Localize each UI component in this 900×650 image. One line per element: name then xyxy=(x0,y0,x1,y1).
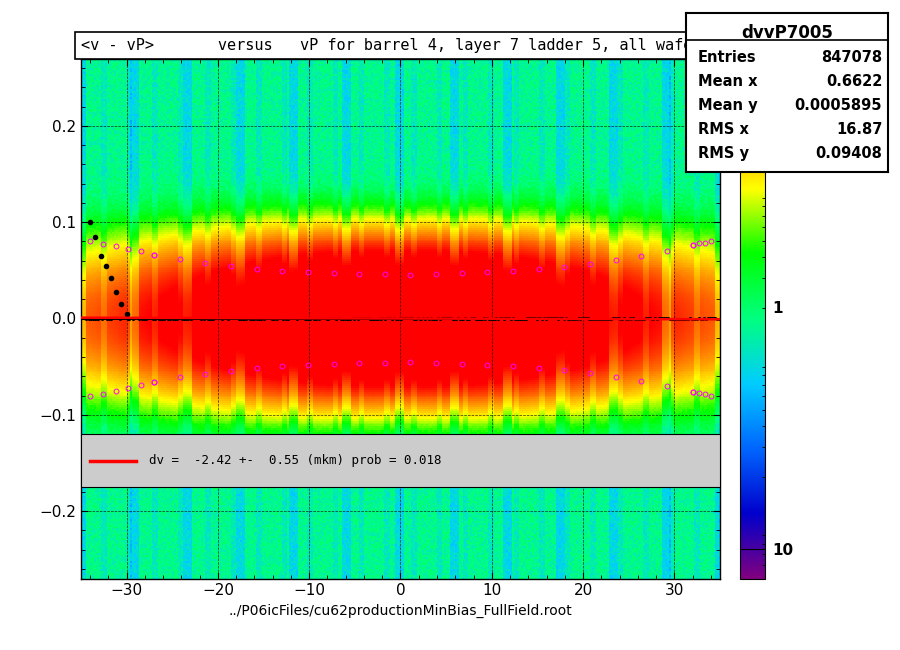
Text: dvvP7005: dvvP7005 xyxy=(741,24,833,42)
Text: 16.87: 16.87 xyxy=(836,122,882,136)
Text: <v - vP>       versus   vP for barrel 4, layer 7 ladder 5, all wafers: <v - vP> versus vP for barrel 4, layer 7… xyxy=(81,38,711,53)
Text: 10: 10 xyxy=(772,79,794,94)
Text: Mean y: Mean y xyxy=(698,98,758,113)
Text: Mean x: Mean x xyxy=(698,74,758,89)
Text: 0.6622: 0.6622 xyxy=(826,74,882,89)
X-axis label: ../P06icFiles/cu62productionMinBias_FullField.root: ../P06icFiles/cu62productionMinBias_Full… xyxy=(229,604,572,618)
Text: Entries: Entries xyxy=(698,50,757,65)
Text: dv =  -2.42 +-  0.55 (mkm) prob = 0.018: dv = -2.42 +- 0.55 (mkm) prob = 0.018 xyxy=(149,454,442,467)
Text: 0.0005895: 0.0005895 xyxy=(795,98,882,113)
Text: 847078: 847078 xyxy=(821,50,882,65)
Text: 0.09408: 0.09408 xyxy=(815,146,882,161)
Text: 1: 1 xyxy=(772,300,783,316)
Bar xyxy=(81,434,720,487)
Text: RMS y: RMS y xyxy=(698,146,749,161)
Text: RMS x: RMS x xyxy=(698,122,749,136)
Text: 10: 10 xyxy=(772,543,794,558)
